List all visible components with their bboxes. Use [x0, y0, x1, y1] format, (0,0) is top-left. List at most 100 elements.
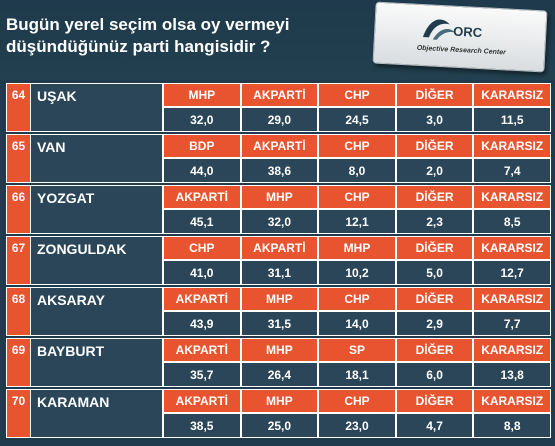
party-label: CHP: [318, 287, 396, 311]
province-number: 70: [6, 389, 30, 438]
vote-percentage: 3,0: [395, 107, 474, 132]
province-row: 65 VAN BDP AKPARTİ CHP DİĞER KARARSIZ 44,0 38,6 8…: [6, 134, 551, 185]
title-line-1: Bugün yerel seçim olsa oy vermeyi: [6, 15, 290, 34]
vote-percentage: 38,6: [240, 158, 319, 183]
party-label: KARARSIZ: [473, 83, 551, 107]
vote-percentage: 35,7: [163, 362, 241, 387]
vote-percentage: 31,1: [240, 260, 319, 285]
party-grid: AKPARTİ MHP SP DİĞER KARARSIZ 35,7 26,4 18,1 6,0…: [163, 338, 551, 387]
province-number: 69: [6, 338, 30, 387]
vote-percentage: 2,9: [395, 311, 474, 336]
party-label: MHP: [240, 287, 319, 311]
province-name: YOZGAT: [30, 185, 163, 234]
vote-percentage: 12,1: [318, 209, 396, 234]
province-name: ZONGULDAK: [30, 236, 163, 285]
vote-percentage: 2,3: [395, 209, 474, 234]
province-row: 66 YOZGAT AKPARTİ MHP CHP DİĞER KARARSIZ 45,1 32…: [6, 185, 551, 236]
vote-percentage: 45,1: [163, 209, 241, 234]
party-grid: AKPARTİ MHP CHP DİĞER KARARSIZ 45,1 32,0 12,1 2,…: [163, 185, 551, 234]
party-label: CHP: [318, 134, 396, 158]
vote-percentage: 13,8: [473, 362, 551, 387]
vote-percentage: 43,9: [163, 311, 241, 336]
title-line-2: düşündüğünüz parti hangisidir ?: [6, 37, 271, 56]
party-label: DİĞER: [395, 389, 474, 413]
vote-percentage: 44,0: [163, 158, 241, 183]
province-name: KARAMAN: [30, 389, 163, 438]
vote-percentage: 41,0: [163, 260, 241, 285]
party-label: MHP: [240, 338, 319, 362]
province-name: UŞAK: [30, 83, 163, 132]
province-row: 70 KARAMAN AKPARTİ MHP CHP DİĞER KARARSIZ 38,5 2…: [6, 389, 551, 440]
party-label: MHP: [163, 83, 241, 107]
vote-percentage: 29,0: [240, 107, 319, 132]
party-label: CHP: [318, 83, 396, 107]
results-table: 64 UŞAK MHP AKPARTİ CHP DİĞER KARARSIZ 32,0 29,0…: [6, 83, 551, 440]
party-label: DİĞER: [395, 236, 474, 260]
vote-percentage: 11,5: [473, 107, 551, 132]
page-title: Bugün yerel seçim olsa oy vermeyi düşünd…: [6, 14, 336, 58]
orc-logo-icon: ORC: [422, 19, 483, 41]
vote-percentage: 8,5: [473, 209, 551, 234]
party-label: AKPARTİ: [240, 83, 319, 107]
vote-percentage: 12,7: [473, 260, 551, 285]
party-label: AKPARTİ: [240, 236, 319, 260]
vote-percentage: 38,5: [163, 413, 241, 438]
party-grid: MHP AKPARTİ CHP DİĞER KARARSIZ 32,0 29,0 24,5 3,…: [163, 83, 551, 132]
vote-percentage: 26,4: [240, 362, 319, 387]
party-label: DİĞER: [395, 185, 474, 209]
province-number: 67: [6, 236, 30, 285]
vote-percentage: 32,0: [240, 209, 319, 234]
logo-mark-text: ORC: [453, 24, 483, 41]
vote-percentage: 18,1: [318, 362, 396, 387]
party-label: KARARSIZ: [473, 338, 551, 362]
party-label: KARARSIZ: [473, 287, 551, 311]
party-label: DİĞER: [395, 134, 474, 158]
orc-logo: ORC Objective Research Center: [372, 1, 548, 73]
party-label: DİĞER: [395, 83, 474, 107]
party-label: SP: [318, 338, 396, 362]
party-grid: BDP AKPARTİ CHP DİĞER KARARSIZ 44,0 38,6 8,0 2,0…: [163, 134, 551, 183]
province-number: 65: [6, 134, 30, 183]
party-label: AKPARTİ: [163, 185, 241, 209]
vote-percentage: 5,0: [395, 260, 474, 285]
vote-percentage: 25,0: [240, 413, 319, 438]
party-label: KARARSIZ: [473, 236, 551, 260]
party-grid: AKPARTİ MHP CHP DİĞER KARARSIZ 43,9 31,5 14,0 2,…: [163, 287, 551, 336]
province-number: 64: [6, 83, 30, 132]
party-label: CHP: [163, 236, 241, 260]
party-label: DİĞER: [395, 287, 474, 311]
party-label: MHP: [318, 236, 396, 260]
logo-text: Objective Research Center: [416, 44, 506, 57]
vote-percentage: 23,0: [318, 413, 396, 438]
party-label: BDP: [163, 134, 241, 158]
vote-percentage: 4,7: [395, 413, 474, 438]
province-row: 64 UŞAK MHP AKPARTİ CHP DİĞER KARARSIZ 32,0 29,0…: [6, 83, 551, 134]
vote-percentage: 8,0: [318, 158, 396, 183]
vote-percentage: 2,0: [395, 158, 474, 183]
vote-percentage: 10,2: [318, 260, 396, 285]
province-name: BAYBURT: [30, 338, 163, 387]
party-label: AKPARTİ: [163, 287, 241, 311]
party-label: MHP: [240, 389, 319, 413]
province-row: 67 ZONGULDAK CHP AKPARTİ MHP DİĞER KARARSIZ 41,…: [6, 236, 551, 287]
party-label: AKPARTİ: [240, 134, 319, 158]
party-label: KARARSIZ: [473, 134, 551, 158]
party-grid: AKPARTİ MHP CHP DİĞER KARARSIZ 38,5 25,0 23,0 4,…: [163, 389, 551, 438]
vote-percentage: 32,0: [163, 107, 241, 132]
province-name: AKSARAY: [30, 287, 163, 336]
header: Bugün yerel seçim olsa oy vermeyi düşünd…: [0, 0, 555, 80]
province-name: VAN: [30, 134, 163, 183]
party-label: AKPARTİ: [163, 338, 241, 362]
province-number: 68: [6, 287, 30, 336]
province-row: 69 BAYBURT AKPARTİ MHP SP DİĞER KARARSIZ 35,7 26…: [6, 338, 551, 389]
party-label: AKPARTİ: [163, 389, 241, 413]
province-number: 66: [6, 185, 30, 234]
vote-percentage: 14,0: [318, 311, 396, 336]
party-label: CHP: [318, 185, 396, 209]
vote-percentage: 7,7: [473, 311, 551, 336]
vote-percentage: 7,4: [473, 158, 551, 183]
party-label: KARARSIZ: [473, 389, 551, 413]
vote-percentage: 24,5: [318, 107, 396, 132]
vote-percentage: 6,0: [395, 362, 474, 387]
party-label: CHP: [318, 389, 396, 413]
